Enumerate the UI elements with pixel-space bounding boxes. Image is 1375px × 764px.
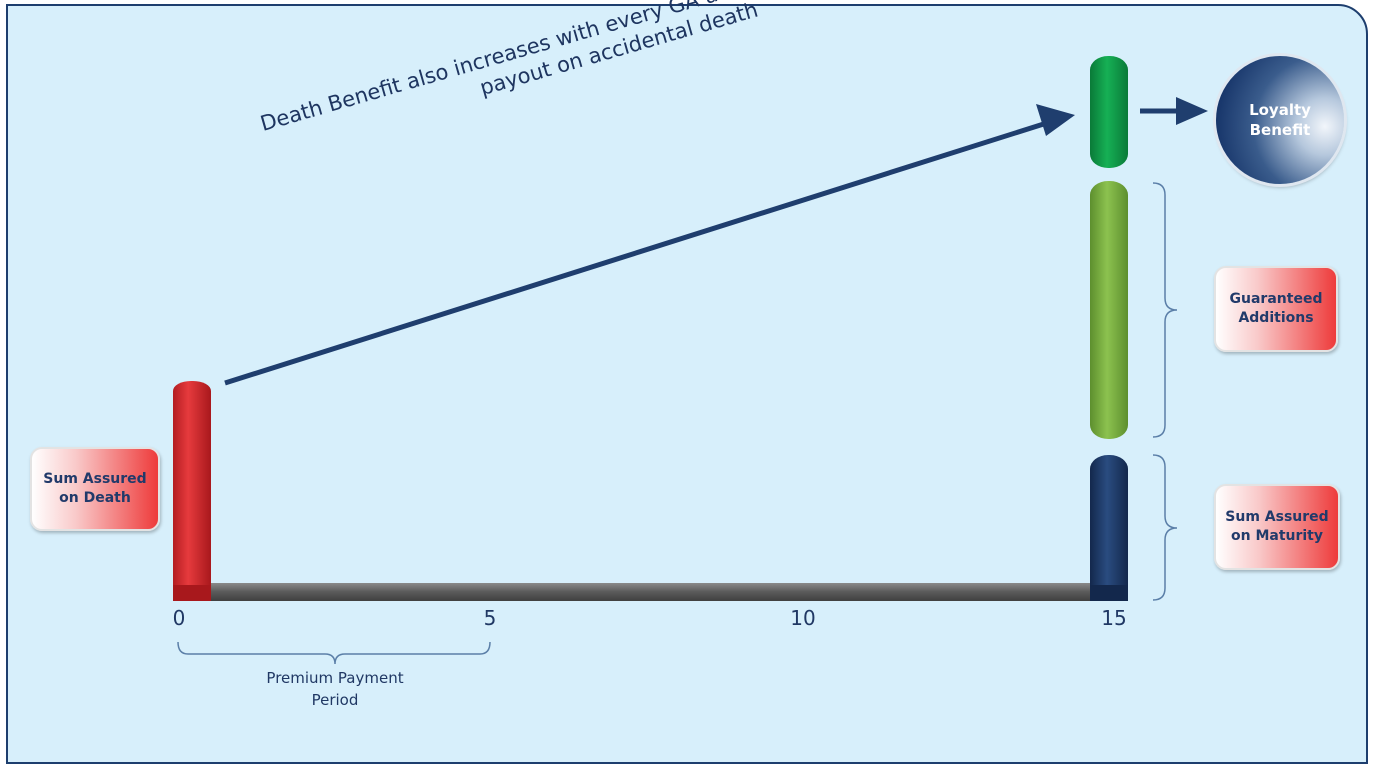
guaranteed-additions-line1: Guaranteed bbox=[1229, 291, 1323, 307]
sum-assured-on-death-line2: on Death bbox=[59, 490, 131, 506]
tick-label-5: 5 bbox=[483, 606, 497, 630]
death-benefit-arrow-head bbox=[1036, 104, 1075, 136]
guaranteed-additions-box: Guaranteed Additions bbox=[1214, 266, 1338, 352]
guaranteed-additions-line2: Additions bbox=[1238, 310, 1314, 326]
sum-assured-on-maturity-line1: Sum Assured bbox=[1225, 509, 1329, 525]
tick-label-10: 10 bbox=[790, 606, 816, 630]
premium-payment-period-label: Premium Payment Period bbox=[250, 667, 420, 711]
loyalty-benefit-circle: Loyalty Benefit bbox=[1216, 56, 1344, 184]
death-bar-base bbox=[173, 585, 211, 601]
death-benefit-arrow-line bbox=[224, 119, 1051, 386]
tick-label-0: 0 bbox=[172, 606, 186, 630]
maturity-bar bbox=[1090, 455, 1128, 601]
loyalty-benefit-line1: Loyalty bbox=[1249, 101, 1311, 119]
tick-label-15: 15 bbox=[1101, 606, 1127, 630]
timeline-bar bbox=[190, 583, 1112, 601]
guaranteed-additions-bar bbox=[1090, 181, 1128, 439]
diagram-panel bbox=[6, 4, 1368, 764]
guaranteed-additions-brace bbox=[1152, 182, 1178, 438]
premium-payment-period-line2: Period bbox=[311, 691, 359, 709]
death-bar bbox=[173, 381, 211, 601]
sum-assured-on-death-line1: Sum Assured bbox=[43, 471, 147, 487]
sum-assured-on-maturity-line2: on Maturity bbox=[1230, 528, 1324, 544]
sum-assured-on-maturity-box: Sum Assured on Maturity bbox=[1214, 484, 1340, 570]
sum-assured-on-death-box: Sum Assured on Death bbox=[30, 447, 160, 531]
maturity-brace bbox=[1152, 454, 1178, 601]
loyalty-arrow-head bbox=[1176, 97, 1208, 125]
premium-payment-period-line1: Premium Payment bbox=[266, 669, 404, 687]
diagram-canvas bbox=[173, 56, 1208, 665]
maturity-bar-base bbox=[1090, 585, 1128, 601]
loyalty-benefit-line2: Benefit bbox=[1249, 121, 1311, 139]
loyalty-bar bbox=[1090, 56, 1128, 168]
premium-period-brace bbox=[177, 641, 491, 665]
